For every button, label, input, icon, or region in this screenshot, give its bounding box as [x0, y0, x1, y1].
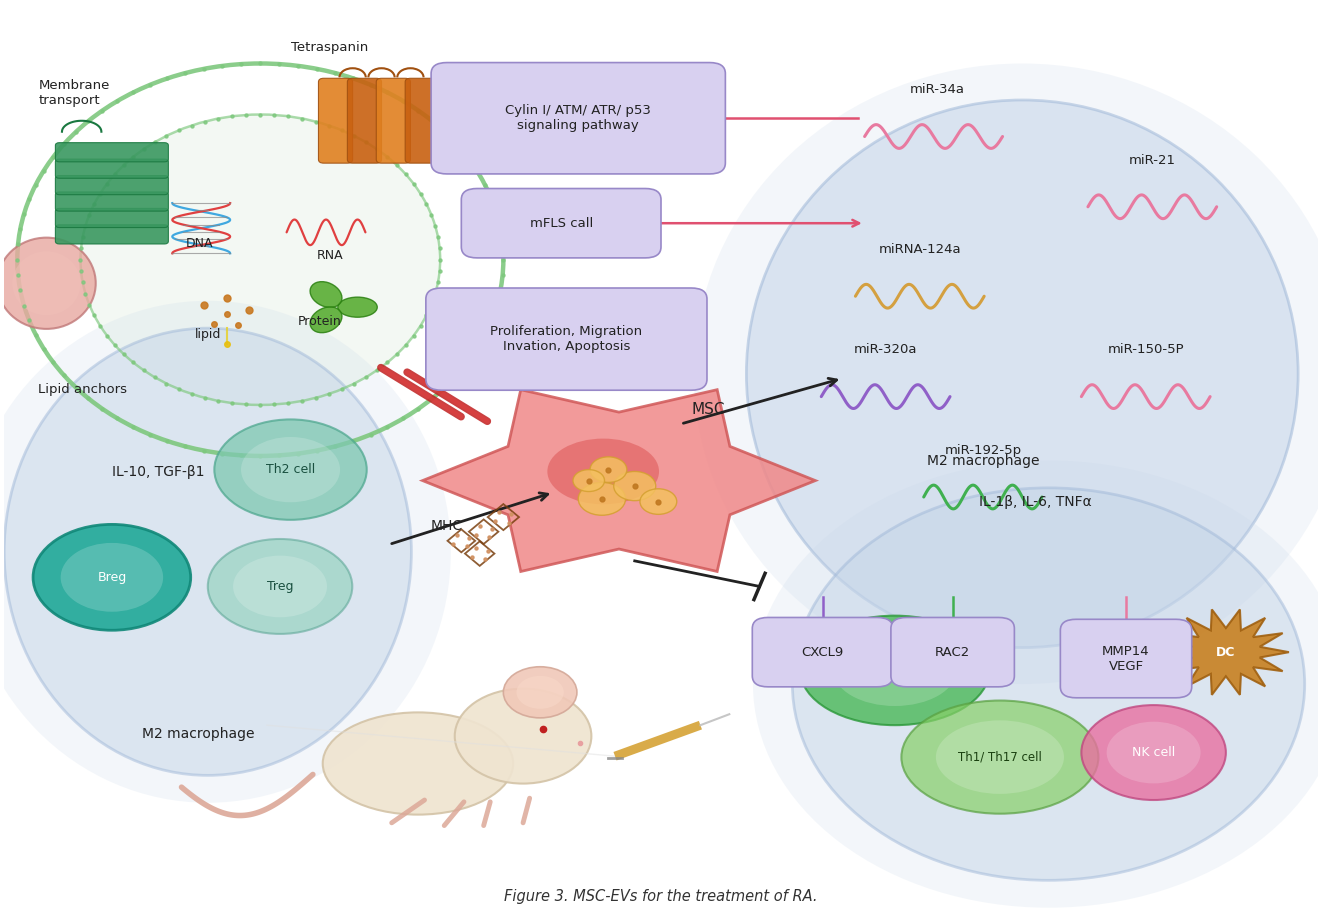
- Text: Th1/ Th17 cell: Th1/ Th17 cell: [958, 751, 1042, 764]
- FancyBboxPatch shape: [56, 143, 168, 162]
- Ellipse shape: [81, 114, 440, 405]
- Ellipse shape: [792, 488, 1305, 880]
- FancyBboxPatch shape: [377, 78, 410, 163]
- Ellipse shape: [311, 282, 342, 308]
- Text: Th2 cell: Th2 cell: [266, 463, 315, 476]
- Ellipse shape: [323, 713, 513, 814]
- Ellipse shape: [12, 251, 81, 315]
- FancyBboxPatch shape: [752, 617, 892, 687]
- Text: Tetraspanin: Tetraspanin: [291, 41, 369, 54]
- Text: MSC: MSC: [691, 402, 724, 417]
- Text: Breg: Breg: [98, 571, 127, 584]
- Ellipse shape: [936, 720, 1064, 794]
- Text: RNA: RNA: [317, 249, 344, 262]
- Ellipse shape: [833, 635, 956, 706]
- Circle shape: [578, 483, 625, 515]
- Text: Plasmablast: Plasmablast: [859, 664, 931, 677]
- Ellipse shape: [547, 438, 660, 505]
- FancyBboxPatch shape: [461, 189, 661, 258]
- Text: miRNA-124a: miRNA-124a: [879, 243, 961, 256]
- Text: miR-21: miR-21: [1129, 154, 1175, 167]
- Polygon shape: [1163, 610, 1289, 694]
- Text: M2 macrophage: M2 macrophage: [927, 453, 1039, 468]
- Circle shape: [517, 676, 563, 709]
- Text: MMP14
VEGF: MMP14 VEGF: [1103, 645, 1150, 672]
- Text: NK cell: NK cell: [1132, 746, 1175, 759]
- Ellipse shape: [902, 701, 1099, 813]
- Text: lipid: lipid: [194, 328, 221, 341]
- Circle shape: [640, 489, 677, 514]
- Text: miR-320a: miR-320a: [854, 344, 917, 356]
- Ellipse shape: [33, 524, 190, 630]
- Circle shape: [504, 667, 576, 717]
- Text: DC: DC: [1216, 646, 1236, 659]
- Circle shape: [572, 470, 604, 492]
- Text: miR-192-5p: miR-192-5p: [944, 444, 1022, 457]
- FancyBboxPatch shape: [431, 63, 726, 174]
- Text: DNA: DNA: [186, 237, 214, 250]
- Text: M2 macrophage: M2 macrophage: [143, 728, 255, 741]
- FancyBboxPatch shape: [56, 208, 168, 227]
- Text: IL-10, TGF-β1: IL-10, TGF-β1: [112, 465, 205, 479]
- Ellipse shape: [754, 460, 1322, 908]
- Text: MHC: MHC: [431, 519, 463, 533]
- Ellipse shape: [241, 437, 340, 502]
- FancyBboxPatch shape: [1060, 619, 1191, 698]
- Text: Membrane
transport: Membrane transport: [38, 79, 110, 107]
- Ellipse shape: [800, 615, 989, 725]
- Text: miR-34a: miR-34a: [910, 83, 964, 97]
- FancyBboxPatch shape: [56, 225, 168, 244]
- Ellipse shape: [208, 539, 352, 634]
- Text: IL-1β, IL-6, TNFα: IL-1β, IL-6, TNFα: [980, 495, 1092, 508]
- Ellipse shape: [0, 301, 451, 803]
- Ellipse shape: [4, 328, 411, 775]
- FancyBboxPatch shape: [56, 192, 168, 211]
- Circle shape: [455, 689, 591, 784]
- Ellipse shape: [1107, 722, 1200, 784]
- Text: Figure 3. MSC-EVs for the treatment of RA.: Figure 3. MSC-EVs for the treatment of R…: [504, 890, 818, 904]
- Ellipse shape: [338, 297, 377, 317]
- FancyBboxPatch shape: [56, 159, 168, 179]
- FancyBboxPatch shape: [426, 288, 707, 391]
- Text: Protein: Protein: [297, 315, 341, 328]
- Circle shape: [590, 457, 627, 483]
- Text: Lipid anchors: Lipid anchors: [38, 383, 127, 396]
- FancyBboxPatch shape: [891, 617, 1014, 687]
- Text: Cylin I/ ATM/ ATR/ p53
signaling pathway: Cylin I/ ATM/ ATR/ p53 signaling pathway: [505, 104, 652, 133]
- FancyBboxPatch shape: [348, 78, 382, 163]
- Ellipse shape: [233, 555, 327, 617]
- FancyBboxPatch shape: [405, 78, 439, 163]
- Ellipse shape: [214, 419, 366, 519]
- Ellipse shape: [1081, 705, 1225, 800]
- Circle shape: [613, 472, 656, 501]
- Ellipse shape: [0, 238, 95, 329]
- Ellipse shape: [747, 100, 1298, 647]
- FancyBboxPatch shape: [319, 78, 353, 163]
- Polygon shape: [423, 390, 816, 571]
- Text: Proliferation, Migration
Invation, Apoptosis: Proliferation, Migration Invation, Apopt…: [490, 325, 642, 353]
- Text: miR-150-5P: miR-150-5P: [1108, 344, 1185, 356]
- Text: CXCL9: CXCL9: [801, 646, 843, 659]
- Ellipse shape: [694, 64, 1322, 684]
- Ellipse shape: [311, 307, 342, 332]
- Text: RAC2: RAC2: [935, 646, 970, 659]
- FancyBboxPatch shape: [56, 176, 168, 194]
- Ellipse shape: [61, 542, 163, 612]
- Text: mFLS call: mFLS call: [530, 216, 592, 229]
- Text: Treg: Treg: [267, 580, 293, 593]
